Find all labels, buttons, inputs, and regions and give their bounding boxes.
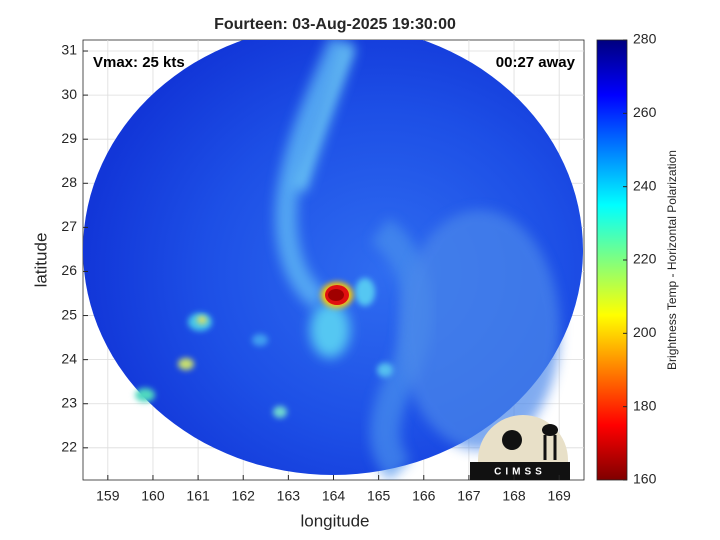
y-tick-label: 26 [61, 262, 77, 278]
colorbar-tick-label: 280 [633, 31, 657, 47]
y-axis-label: latitude [31, 233, 50, 288]
x-tick-label: 169 [547, 488, 571, 504]
x-axis-label: longitude [300, 511, 369, 530]
y-tick-label: 29 [61, 130, 77, 146]
x-tick-label: 159 [96, 488, 120, 504]
x-tick-label: 161 [186, 488, 210, 504]
x-tick-label: 165 [367, 488, 391, 504]
x-tick-label: 162 [232, 488, 256, 504]
colorbar-tick-label: 160 [633, 471, 657, 487]
annotation: Vmax: 25 kts [93, 54, 185, 71]
colorbar [596, 39, 628, 481]
y-tick-label: 27 [61, 218, 77, 234]
x-tick-label: 160 [141, 488, 165, 504]
x-tick-label: 166 [412, 488, 436, 504]
y-tick-label: 31 [61, 42, 77, 58]
x-tick-label: 163 [277, 488, 301, 504]
colorbar-tick-label: 220 [633, 251, 657, 267]
colorbar-label: Brightness Temp - Horizontal Polarizatio… [665, 150, 679, 370]
logo-text: CIMSS [494, 467, 546, 478]
y-tick-label: 23 [61, 394, 77, 410]
colorbar-tick-label: 180 [633, 397, 657, 413]
y-tick-label: 28 [61, 174, 77, 190]
y-tick-label: 25 [61, 306, 77, 322]
y-tick-label: 30 [61, 86, 77, 102]
colorbar-tick-label: 240 [633, 177, 657, 193]
cimss-logo: CIMSS [470, 415, 570, 480]
chart-title: Fourteen: 03-Aug-2025 19:30:00 [214, 16, 456, 33]
colorbar-tick-label: 200 [633, 324, 657, 340]
swath-image [83, 40, 583, 480]
x-tick-label: 167 [457, 488, 481, 504]
x-tick-label: 164 [322, 488, 346, 504]
colorbar-tick-label: 260 [633, 104, 657, 120]
y-tick-label: 22 [61, 439, 77, 455]
annotation: 00:27 away [496, 54, 576, 71]
y-tick-label: 24 [61, 350, 77, 366]
x-tick-label: 168 [502, 488, 526, 504]
